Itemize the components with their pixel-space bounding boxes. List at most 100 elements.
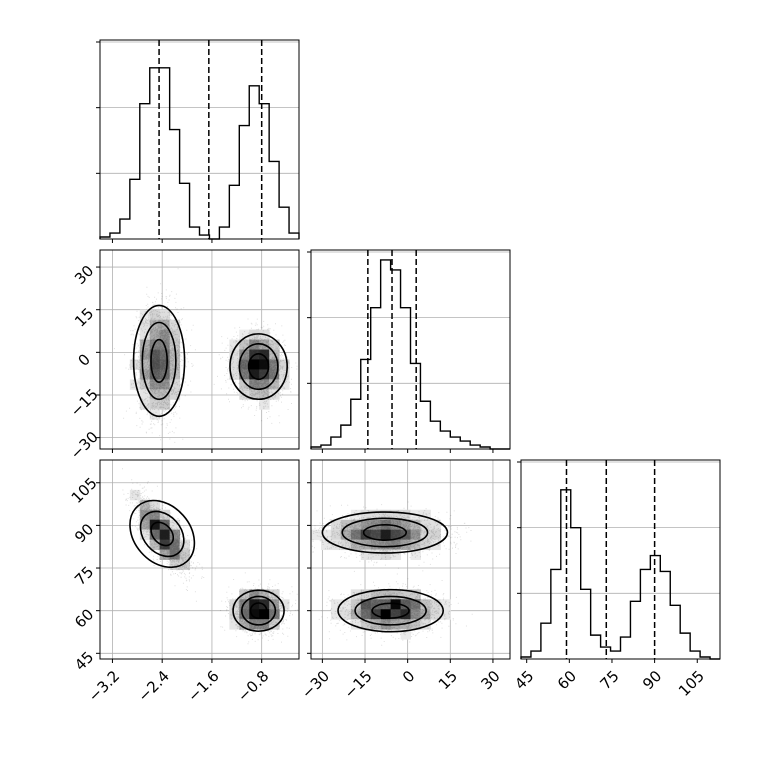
density-cell	[400, 519, 411, 531]
density-cell	[311, 529, 322, 541]
density-cell	[239, 609, 250, 620]
contour-line	[229, 333, 288, 401]
y-tick-label: 0	[74, 350, 93, 369]
density-cell	[410, 539, 421, 551]
density-cell	[410, 549, 421, 560]
density-cell	[169, 329, 181, 341]
x-tick-label: 45	[511, 667, 537, 693]
density-cell	[390, 549, 402, 560]
contour-line	[150, 338, 168, 383]
density-cell	[440, 599, 451, 610]
panel-frame	[99, 249, 300, 450]
density-cell	[259, 349, 270, 360]
density-cell	[380, 599, 392, 610]
panel-frame	[99, 459, 300, 660]
y-tick-label: −30	[67, 428, 102, 463]
y-tick-label: 75	[71, 563, 97, 589]
density-cell	[360, 549, 372, 560]
density-cell	[159, 349, 171, 360]
density-cell	[370, 509, 382, 521]
scatter-panel-0-2: −3.2 −2.4 −1.6 −0.8 45 60 75 90 105	[68, 459, 300, 706]
density-cell	[400, 509, 411, 521]
density-cell	[380, 529, 392, 541]
density-cell	[430, 599, 441, 610]
y-tick-label: 90	[71, 520, 97, 546]
density-cell	[360, 599, 372, 610]
density-cell	[139, 369, 151, 380]
y-tick-label: 45	[71, 648, 97, 674]
density-cell	[239, 619, 250, 630]
x-tick-label: −0.8	[234, 667, 272, 705]
density-cell	[159, 359, 171, 370]
density-cell	[139, 399, 151, 410]
x-tick-label: −1.6	[184, 667, 222, 705]
density-cell	[370, 589, 382, 600]
density-cell	[370, 599, 382, 610]
panel-frame	[520, 459, 721, 660]
scatter-area	[100, 460, 299, 659]
density-cell	[239, 589, 250, 600]
density-cell	[229, 349, 240, 360]
density-cell	[440, 609, 451, 620]
density-cell	[179, 559, 191, 570]
density-cell	[410, 619, 421, 630]
scatter-point-cloud	[122, 468, 298, 645]
density-cell	[239, 379, 250, 390]
density-cell	[430, 529, 441, 541]
contour-line	[232, 589, 285, 632]
density-cell	[259, 399, 270, 410]
density-cell	[269, 369, 280, 380]
x-tick-label: 30	[477, 667, 503, 693]
density-cell	[139, 529, 151, 541]
density-cell	[380, 589, 392, 600]
density-cell	[249, 609, 260, 620]
density-cell	[410, 609, 421, 620]
density-cell	[390, 509, 402, 521]
y-tick-label: 15	[71, 304, 97, 330]
contour-line	[150, 521, 175, 547]
density-cell	[179, 549, 191, 560]
density-cell	[330, 529, 342, 541]
density-cell	[420, 509, 431, 521]
density-cell	[169, 389, 181, 400]
density-cell	[139, 319, 151, 331]
density-cell	[269, 379, 280, 390]
density-cell	[370, 529, 382, 541]
density-cell	[400, 599, 411, 610]
contour-line	[132, 304, 186, 418]
density-cell	[149, 369, 161, 380]
density-cell	[390, 589, 402, 600]
contour-line	[247, 352, 270, 381]
density-cell	[390, 529, 402, 541]
density-cell	[269, 339, 280, 350]
y-tick-label: 60	[71, 605, 97, 631]
density-cell	[239, 369, 250, 380]
scatter-panel-0-1: −30 −15 0 15 30	[67, 249, 300, 463]
density-cell	[350, 619, 362, 630]
density-cell	[380, 609, 392, 620]
density-cell	[169, 319, 181, 331]
density-cell	[249, 379, 260, 390]
density-cell	[159, 529, 171, 541]
density-cell	[229, 359, 240, 370]
density-cell	[410, 589, 421, 600]
density-cell	[179, 539, 191, 551]
density-cell	[360, 529, 372, 541]
x-tick-label: 60	[554, 667, 580, 693]
density-cell	[259, 369, 270, 380]
contour-line	[240, 595, 277, 626]
density-cell	[239, 599, 250, 610]
density-cell	[420, 529, 431, 541]
density-cell	[420, 519, 431, 531]
density-cell	[159, 399, 171, 410]
density-cell	[259, 589, 270, 600]
density-cell	[350, 529, 362, 541]
density-cell	[380, 539, 392, 551]
density-cell	[380, 549, 392, 560]
scatter-points	[113, 268, 298, 443]
density-cell	[340, 609, 352, 620]
contour-line	[362, 524, 408, 541]
density-cell	[279, 359, 290, 370]
density-cell	[340, 519, 352, 531]
